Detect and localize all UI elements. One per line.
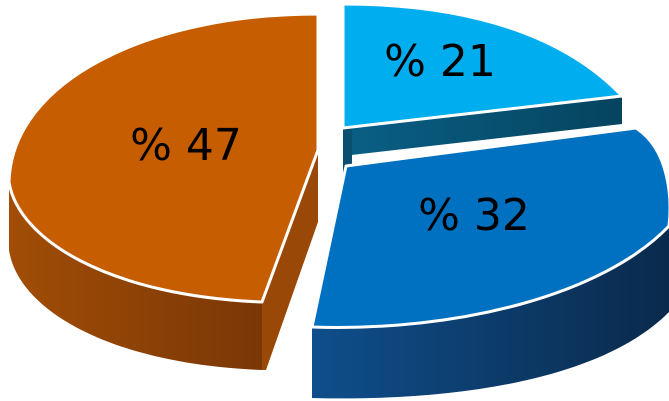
slice-47-top [7, 12, 320, 304]
slice-label-21: % 21 [384, 36, 496, 87]
slice-label-32: % 32 [418, 190, 530, 241]
slice-21-top [341, 2, 624, 130]
slice-21-side [343, 96, 622, 156]
slice-47-side [9, 182, 262, 370]
slice-32-top [310, 126, 669, 329]
slice-47: % 47 [7, 12, 320, 370]
slice-32: % 32 [310, 126, 669, 399]
slice-21: % 21 [341, 2, 624, 190]
slice-47-inner-side [262, 150, 318, 370]
slice-label-47: % 47 [130, 120, 242, 171]
